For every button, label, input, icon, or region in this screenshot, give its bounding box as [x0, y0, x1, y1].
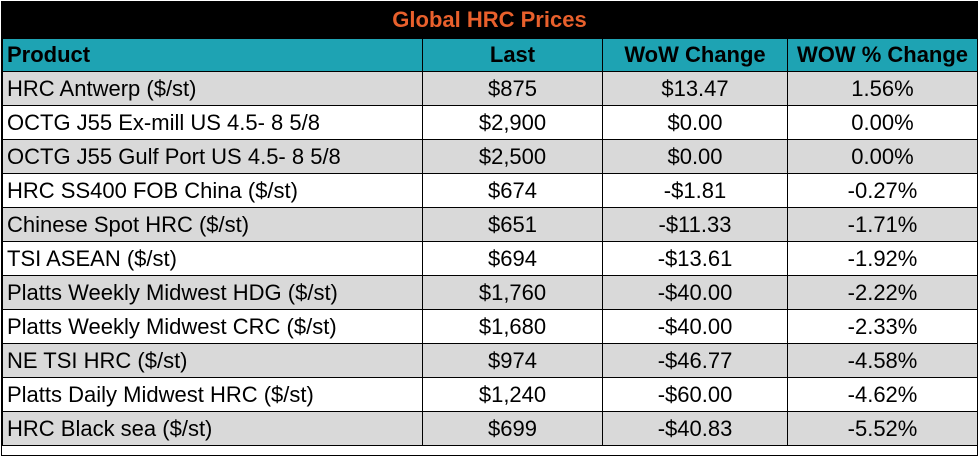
header-last: Last — [422, 38, 603, 72]
cell-product: Platts Weekly Midwest HDG ($/st) — [2, 275, 423, 310]
cell-last: $974 — [422, 343, 603, 378]
cell-wow-change: $0.00 — [602, 105, 788, 140]
table-row: NE TSI HRC ($/st) $974 -$46.77 -4.58% — [2, 343, 978, 378]
cell-product: TSI ASEAN ($/st) — [2, 241, 423, 276]
table-row: HRC Antwerp ($/st) $875 $13.47 1.56% — [2, 71, 978, 106]
table-row: TSI ASEAN ($/st) $694 -$13.61 -1.92% — [2, 241, 978, 276]
cell-last: $694 — [422, 241, 603, 276]
cell-wow-change: -$60.00 — [602, 377, 788, 412]
cell-wow-pct-change: 0.00% — [787, 139, 978, 174]
cell-wow-pct-change: -1.71% — [787, 207, 978, 242]
cell-wow-pct-change: -1.92% — [787, 241, 978, 276]
table-row: Platts Weekly Midwest CRC ($/st) $1,680 … — [2, 309, 978, 344]
cell-wow-pct-change: -4.62% — [787, 377, 978, 412]
cell-last: $875 — [422, 71, 603, 106]
table-row: Platts Daily Midwest HRC ($/st) $1,240 -… — [2, 377, 978, 412]
cell-product: OCTG J55 Ex-mill US 4.5- 8 5/8 — [2, 105, 423, 140]
cell-wow-change: -$40.00 — [602, 309, 788, 344]
table-row: OCTG J55 Ex-mill US 4.5- 8 5/8 $2,900 $0… — [2, 105, 978, 140]
header-wow-pct-change: WOW % Change — [787, 38, 978, 72]
cell-product: HRC Antwerp ($/st) — [2, 71, 423, 106]
cell-product: Platts Weekly Midwest CRC ($/st) — [2, 309, 423, 344]
cell-wow-change: -$40.00 — [602, 275, 788, 310]
cell-wow-pct-change: 1.56% — [787, 71, 978, 106]
cell-wow-pct-change: -0.27% — [787, 173, 978, 208]
cell-last: $674 — [422, 173, 603, 208]
price-grid: Product Last WoW Change WOW % Change HRC… — [2, 38, 978, 446]
cell-product: NE TSI HRC ($/st) — [2, 343, 423, 378]
cell-product: HRC SS400 FOB China ($/st) — [2, 173, 423, 208]
header-product: Product — [2, 38, 423, 72]
cell-wow-pct-change: -2.33% — [787, 309, 978, 344]
cell-wow-pct-change: 0.00% — [787, 105, 978, 140]
cell-last: $1,680 — [422, 309, 603, 344]
cell-product: OCTG J55 Gulf Port US 4.5- 8 5/8 — [2, 139, 423, 174]
header-row: Product Last WoW Change WOW % Change — [2, 38, 978, 72]
cell-wow-change: -$40.83 — [602, 411, 788, 446]
table-row: HRC SS400 FOB China ($/st) $674 -$1.81 -… — [2, 173, 978, 208]
cell-wow-change: $0.00 — [602, 139, 788, 174]
table-row: Platts Weekly Midwest HDG ($/st) $1,760 … — [2, 275, 978, 310]
cell-wow-pct-change: -4.58% — [787, 343, 978, 378]
header-wow-change: WoW Change — [602, 38, 788, 72]
cell-wow-change: -$46.77 — [602, 343, 788, 378]
cell-product: Platts Daily Midwest HRC ($/st) — [2, 377, 423, 412]
table-row: OCTG J55 Gulf Port US 4.5- 8 5/8 $2,500 … — [2, 139, 978, 174]
cell-wow-change: $13.47 — [602, 71, 788, 106]
cell-last: $699 — [422, 411, 603, 446]
cell-wow-pct-change: -2.22% — [787, 275, 978, 310]
cell-last: $651 — [422, 207, 603, 242]
cell-wow-pct-change: -5.52% — [787, 411, 978, 446]
cell-wow-change: -$13.61 — [602, 241, 788, 276]
cell-last: $2,900 — [422, 105, 603, 140]
table-title: Global HRC Prices — [2, 2, 977, 38]
cell-last: $1,240 — [422, 377, 603, 412]
cell-product: Chinese Spot HRC ($/st) — [2, 207, 423, 242]
table-row: Chinese Spot HRC ($/st) $651 -$11.33 -1.… — [2, 207, 978, 242]
cell-product: HRC Black sea ($/st) — [2, 411, 423, 446]
table-row: HRC Black sea ($/st) $699 -$40.83 -5.52% — [2, 411, 978, 446]
cell-last: $2,500 — [422, 139, 603, 174]
cell-last: $1,760 — [422, 275, 603, 310]
cell-wow-change: -$1.81 — [602, 173, 788, 208]
cell-wow-change: -$11.33 — [602, 207, 788, 242]
